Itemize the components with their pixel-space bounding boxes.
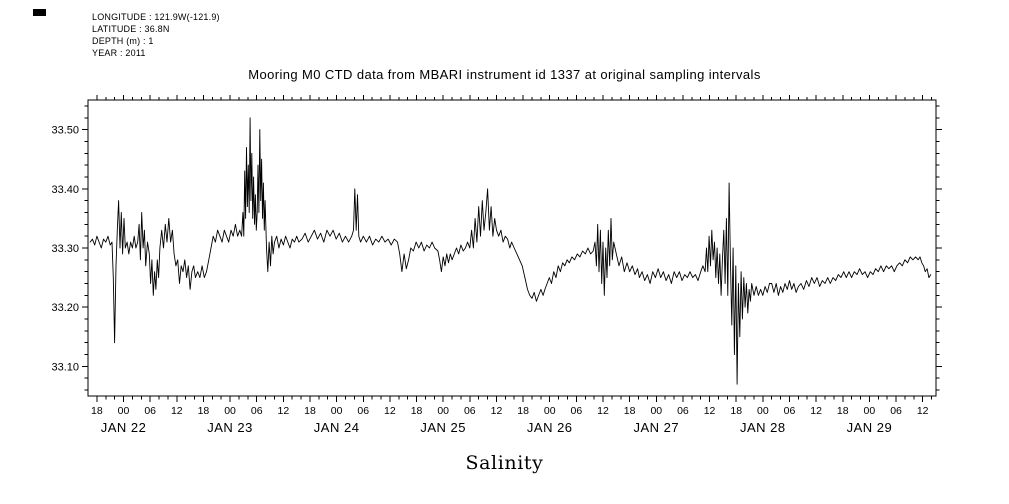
x-tick-label: 18 bbox=[624, 405, 636, 417]
x-tick-label: 00 bbox=[650, 405, 662, 417]
x-tick-label: 00 bbox=[864, 405, 876, 417]
x-axis-title: Salinity bbox=[465, 452, 544, 474]
date-label: JAN 25 bbox=[420, 420, 466, 435]
x-tick-label: 06 bbox=[357, 405, 369, 417]
x-tick-label: 06 bbox=[251, 405, 263, 417]
date-label: JAN 22 bbox=[101, 420, 147, 435]
meta-latitude: LATITUDE : 36.8N bbox=[92, 24, 170, 34]
meta-depth: DEPTH (m) : 1 bbox=[92, 36, 154, 46]
x-tick-label: 12 bbox=[810, 405, 822, 417]
x-tick-label: 12 bbox=[917, 405, 929, 417]
date-label: JAN 28 bbox=[740, 420, 786, 435]
x-tick-label: 12 bbox=[704, 405, 716, 417]
date-label: JAN 29 bbox=[847, 420, 893, 435]
meta-year: YEAR : 2011 bbox=[92, 48, 146, 58]
y-tick-label: 33.30 bbox=[51, 243, 79, 255]
salinity-line bbox=[89, 117, 932, 385]
x-tick-label: 18 bbox=[304, 405, 316, 417]
date-label: JAN 23 bbox=[207, 420, 253, 435]
x-tick-label: 00 bbox=[331, 405, 343, 417]
y-tick-label: 33.20 bbox=[51, 302, 79, 314]
x-tick-label: 00 bbox=[437, 405, 449, 417]
x-tick-label: 12 bbox=[278, 405, 290, 417]
x-tick-label: 06 bbox=[571, 405, 583, 417]
x-tick-label: 18 bbox=[411, 405, 423, 417]
y-axis-ticks bbox=[82, 105, 942, 391]
y-tick-label: 33.50 bbox=[51, 125, 79, 137]
x-tick-label: 18 bbox=[91, 405, 103, 417]
y-tick-label: 33.10 bbox=[51, 361, 79, 373]
metadata-block: LONGITUDE : 121.9W(-121.9) LATITUDE : 36… bbox=[92, 11, 220, 59]
x-axis-ticks bbox=[96, 95, 933, 402]
axes bbox=[82, 95, 942, 402]
meta-longitude: LONGITUDE : 121.9W(-121.9) bbox=[92, 12, 220, 22]
x-tick-label: 12 bbox=[491, 405, 503, 417]
x-tick-label: 18 bbox=[517, 405, 529, 417]
x-tick-label: 06 bbox=[464, 405, 476, 417]
x-tick-label: 18 bbox=[198, 405, 210, 417]
x-tick-label: 00 bbox=[757, 405, 769, 417]
plot-frame bbox=[87, 99, 937, 397]
x-tick-label: 06 bbox=[677, 405, 689, 417]
chart-title: Mooring M0 CTD data from MBARI instrumen… bbox=[248, 67, 761, 82]
x-tick-label: 00 bbox=[544, 405, 556, 417]
x-tick-label: 00 bbox=[224, 405, 236, 417]
x-tick-label: 06 bbox=[784, 405, 796, 417]
x-tick-label: 00 bbox=[118, 405, 130, 417]
date-label: JAN 26 bbox=[527, 420, 573, 435]
x-tick-label: 18 bbox=[730, 405, 742, 417]
date-label: JAN 27 bbox=[633, 420, 679, 435]
x-tick-label: 12 bbox=[384, 405, 396, 417]
y-tick-label: 33.40 bbox=[51, 184, 79, 196]
x-tick-label: 06 bbox=[890, 405, 902, 417]
x-tick-label: 06 bbox=[144, 405, 156, 417]
x-tick-label: 12 bbox=[171, 405, 183, 417]
corner-mark bbox=[33, 9, 46, 16]
x-tick-label: 18 bbox=[837, 405, 849, 417]
x-tick-label: 12 bbox=[597, 405, 609, 417]
date-label: JAN 24 bbox=[314, 420, 360, 435]
